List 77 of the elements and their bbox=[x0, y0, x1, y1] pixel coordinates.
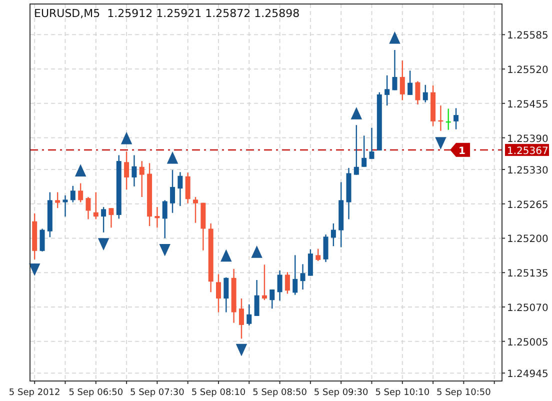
point bbox=[351, 108, 362, 120]
y-tick-label: 1.25005 bbox=[507, 337, 548, 348]
x-tick-label: 5 Sep 10:10 bbox=[375, 388, 430, 398]
candlestick bbox=[362, 135, 367, 168]
candlestick bbox=[108, 208, 114, 228]
point bbox=[75, 164, 86, 176]
candlestick bbox=[300, 264, 306, 290]
y-tick-label: 1.25135 bbox=[507, 268, 548, 280]
candlestick bbox=[62, 194, 68, 218]
point bbox=[167, 152, 178, 164]
x-tick-label: 5 Sep 08:10 bbox=[191, 388, 246, 398]
y-tick-label: 1.25265 bbox=[507, 200, 548, 211]
candlestick bbox=[246, 304, 252, 326]
point bbox=[98, 238, 109, 250]
candlestick bbox=[170, 169, 176, 214]
candlestick bbox=[308, 248, 313, 276]
ref-line-label: 1.25367 bbox=[507, 146, 548, 157]
point bbox=[159, 244, 170, 256]
candlestick bbox=[292, 254, 298, 296]
candlestick bbox=[70, 185, 76, 203]
point bbox=[389, 32, 400, 44]
y-tick-label: 1.25200 bbox=[507, 234, 548, 246]
candlestick bbox=[284, 271, 290, 294]
candlestick bbox=[400, 60, 405, 101]
candlestick bbox=[422, 84, 428, 103]
x-tick-label: 5 Sep 2012 bbox=[8, 388, 60, 398]
candlestick bbox=[262, 264, 267, 301]
candlestick bbox=[124, 150, 130, 190]
annotation: 1 bbox=[458, 146, 466, 157]
y-tick-label: 1.24945 bbox=[507, 369, 548, 380]
x-tick-label: 5 Sep 09:30 bbox=[314, 388, 369, 398]
y-tick-label: 1.25585 bbox=[507, 30, 548, 42]
x-tick-label: 5 Sep 06:50 bbox=[68, 388, 124, 398]
candlestick bbox=[86, 196, 91, 220]
candlestick bbox=[224, 276, 229, 313]
point bbox=[121, 132, 132, 144]
candlestick bbox=[93, 192, 98, 220]
candlestick bbox=[277, 270, 282, 302]
candlestick bbox=[162, 200, 168, 239]
x-tick-label: 5 Sep 10:50 bbox=[436, 388, 492, 398]
y-tick-label: 1.25330 bbox=[507, 166, 548, 176]
y-tick-label: 1.25520 bbox=[507, 65, 548, 76]
candlestick bbox=[323, 234, 328, 263]
point bbox=[435, 137, 446, 149]
candlestick bbox=[178, 172, 183, 207]
x-tick-label: 5 Sep 07:30 bbox=[130, 388, 185, 398]
candlestick bbox=[101, 206, 106, 234]
candlestick bbox=[40, 228, 45, 252]
candlestick bbox=[185, 172, 190, 204]
point bbox=[236, 344, 247, 356]
y-tick-label: 1.25455 bbox=[507, 99, 548, 110]
candlestick bbox=[238, 298, 244, 340]
candlestick bbox=[369, 127, 374, 160]
candlestick bbox=[78, 182, 84, 203]
y-tick-label: 1.25390 bbox=[507, 134, 548, 145]
candlestick bbox=[415, 80, 420, 106]
candlestick bbox=[154, 206, 160, 228]
point bbox=[251, 246, 262, 258]
candlestick bbox=[193, 196, 198, 224]
x-tick-label: 5 Sep 08:50 bbox=[252, 388, 308, 398]
candlestick bbox=[254, 279, 260, 317]
candlestick bbox=[384, 74, 390, 106]
candlestick bbox=[216, 274, 221, 313]
point bbox=[220, 250, 232, 262]
candlestick bbox=[354, 124, 359, 176]
y-tick-label: 1.25070 bbox=[507, 302, 548, 314]
candlestick bbox=[139, 160, 144, 198]
candlestick bbox=[330, 222, 336, 247]
candlestick bbox=[270, 288, 275, 310]
point bbox=[29, 264, 40, 276]
chart-title: EURUSD,M5 1.25912 1.25921 1.25872 1.25898 bbox=[34, 7, 300, 20]
candlestick bbox=[454, 108, 459, 130]
candlestick bbox=[132, 154, 137, 188]
candlestick bbox=[316, 248, 321, 262]
candlestick bbox=[55, 192, 60, 209]
candlestick bbox=[392, 49, 398, 91]
candlestick bbox=[408, 70, 413, 96]
